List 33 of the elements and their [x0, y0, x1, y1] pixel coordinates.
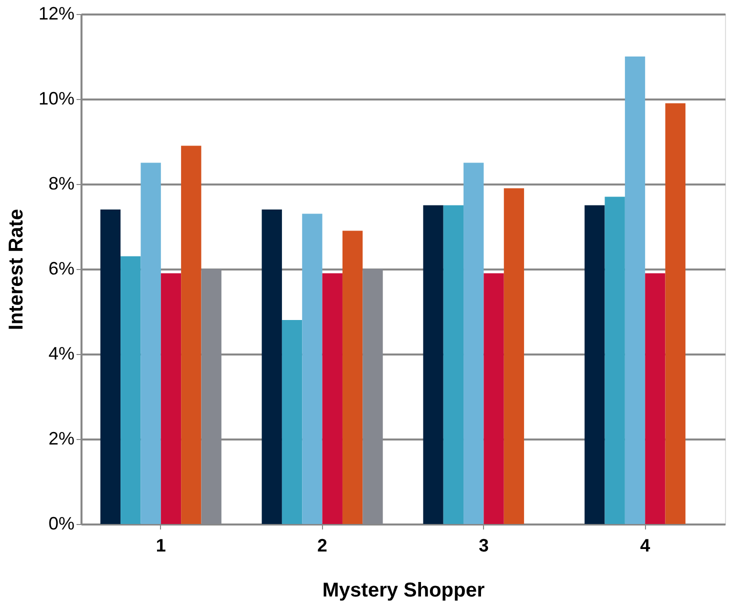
bar — [604, 196, 625, 524]
y-tick-label: 10% — [38, 88, 74, 108]
bar — [282, 320, 302, 524]
y-tick-label: 4% — [48, 344, 74, 364]
bar — [262, 210, 282, 524]
bar — [484, 273, 504, 524]
x-tick-label: 2 — [317, 536, 328, 556]
bar — [665, 103, 686, 524]
y-tick-label: 8% — [48, 174, 74, 194]
bar — [584, 205, 605, 524]
y-tick-label: 2% — [48, 428, 74, 448]
bar — [464, 162, 484, 524]
y-tick-label: 12% — [38, 4, 74, 24]
y-tick-label: 6% — [48, 258, 74, 278]
y-tick-label: 0% — [48, 514, 74, 534]
x-axis-title: Mystery Shopper — [322, 580, 485, 602]
bar — [160, 273, 182, 524]
bar — [140, 162, 161, 524]
bar — [100, 210, 121, 524]
bar — [624, 56, 646, 524]
bar — [443, 205, 464, 524]
x-tick-label: 1 — [156, 536, 166, 556]
bar — [504, 188, 524, 524]
x-tick-label: 4 — [640, 536, 650, 556]
bar — [342, 230, 363, 524]
bar — [181, 146, 202, 524]
bar — [120, 256, 141, 524]
bar — [423, 205, 444, 524]
bar — [302, 214, 322, 524]
bar — [645, 273, 666, 524]
y-axis-title: Interest Rate — [5, 208, 28, 330]
x-tick-label: 3 — [478, 536, 489, 556]
bar — [322, 273, 342, 524]
